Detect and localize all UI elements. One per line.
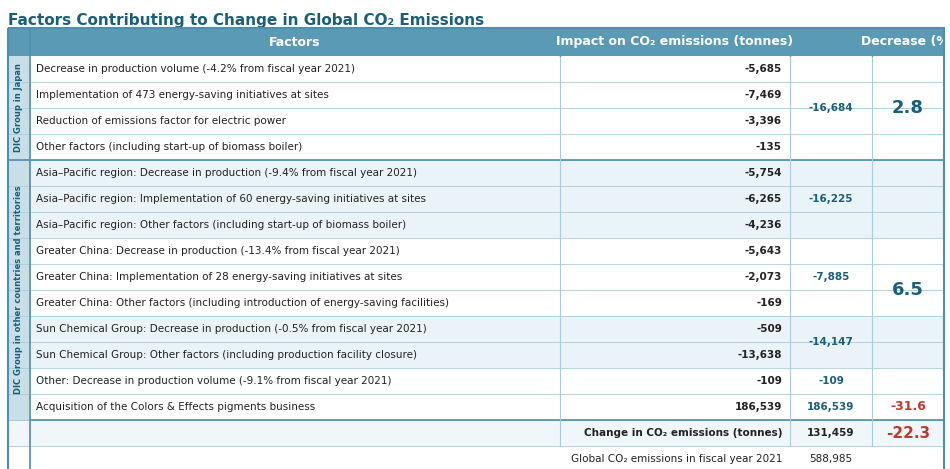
Text: -509: -509 [756, 324, 782, 334]
Text: -3,396: -3,396 [745, 116, 782, 126]
Text: -7,885: -7,885 [812, 272, 849, 282]
Text: -109: -109 [818, 376, 844, 386]
Text: Other factors (including start-up of biomass boiler): Other factors (including start-up of bio… [36, 142, 302, 152]
Bar [30, 394, 944, 420]
Text: -169: -169 [756, 298, 782, 308]
Bar [30, 212, 944, 238]
Text: DIC Group in other countries and territories: DIC Group in other countries and territo… [14, 186, 24, 394]
Text: 186,539: 186,539 [734, 402, 782, 412]
Bar [30, 238, 944, 264]
Bar [30, 108, 944, 134]
Text: 6.5: 6.5 [892, 281, 924, 299]
Text: Other: Decrease in production volume (-9.1% from fiscal year 2021): Other: Decrease in production volume (-9… [36, 376, 391, 386]
Text: Greater China: Decrease in production (-13.4% from fiscal year 2021): Greater China: Decrease in production (-… [36, 246, 400, 256]
Text: Decrease in production volume (-4.2% from fiscal year 2021): Decrease in production volume (-4.2% fro… [36, 64, 355, 74]
Text: Sun Chemical Group: Decrease in production (-0.5% from fiscal year 2021): Sun Chemical Group: Decrease in producti… [36, 324, 427, 334]
Bar [30, 264, 944, 290]
Text: -109: -109 [756, 376, 782, 386]
Text: Decrease (%): Decrease (%) [861, 36, 950, 48]
Text: Acquisition of the Colors & Effects pigments business: Acquisition of the Colors & Effects pigm… [36, 402, 315, 412]
Text: DIC Group in Japan: DIC Group in Japan [14, 64, 24, 152]
Text: Global CO₂ emissions in fiscal year 2021: Global CO₂ emissions in fiscal year 2021 [571, 454, 782, 464]
Text: -5,685: -5,685 [745, 64, 782, 74]
Bar [30, 160, 944, 186]
Text: -135: -135 [756, 142, 782, 152]
Text: -22.3: -22.3 [886, 425, 930, 440]
Bar [30, 134, 944, 160]
Bar [30, 290, 944, 316]
Text: -6,265: -6,265 [745, 194, 782, 204]
Bar [8, 160, 30, 420]
Text: 2.8: 2.8 [892, 99, 924, 117]
Text: -5,754: -5,754 [745, 168, 782, 178]
Bar [30, 368, 944, 394]
Text: -16,684: -16,684 [808, 103, 853, 113]
Text: -31.6: -31.6 [890, 401, 926, 414]
Text: -13,638: -13,638 [737, 350, 782, 360]
Bar [30, 82, 944, 108]
Text: Greater China: Other factors (including introduction of energy-saving facilities: Greater China: Other factors (including … [36, 298, 449, 308]
Text: -5,643: -5,643 [745, 246, 782, 256]
Bar [30, 186, 944, 212]
Bar [8, 56, 30, 160]
Text: Asia–Pacific region: Other factors (including start-up of biomass boiler): Asia–Pacific region: Other factors (incl… [36, 220, 407, 230]
Text: -7,469: -7,469 [745, 90, 782, 100]
Bar [30, 56, 944, 82]
Text: Sun Chemical Group: Other factors (including production facility closure): Sun Chemical Group: Other factors (inclu… [36, 350, 417, 360]
Text: Implementation of 473 energy-saving initiatives at sites: Implementation of 473 energy-saving init… [36, 90, 329, 100]
Bar [8, 420, 944, 446]
Text: 186,539: 186,539 [808, 402, 855, 412]
Text: Impact on CO₂ emissions (tonnes): Impact on CO₂ emissions (tonnes) [557, 36, 793, 48]
Bar [8, 28, 944, 56]
Text: -16,225: -16,225 [808, 194, 853, 204]
Text: 588,985: 588,985 [809, 454, 852, 464]
Text: -4,236: -4,236 [745, 220, 782, 230]
Text: Asia–Pacific region: Implementation of 60 energy-saving initiatives at sites: Asia–Pacific region: Implementation of 6… [36, 194, 426, 204]
Text: Factors: Factors [269, 36, 321, 48]
Text: -14,147: -14,147 [808, 337, 853, 347]
Text: -2,073: -2,073 [745, 272, 782, 282]
Text: Greater China: Implementation of 28 energy-saving initiatives at sites: Greater China: Implementation of 28 ener… [36, 272, 402, 282]
Text: Asia–Pacific region: Decrease in production (-9.4% from fiscal year 2021): Asia–Pacific region: Decrease in product… [36, 168, 417, 178]
Bar [8, 446, 944, 469]
Text: Change in CO₂ emissions (tonnes): Change in CO₂ emissions (tonnes) [583, 428, 782, 438]
Text: 131,459: 131,459 [808, 428, 855, 438]
Text: Reduction of emissions factor for electric power: Reduction of emissions factor for electr… [36, 116, 286, 126]
Bar [30, 342, 944, 368]
Text: Factors Contributing to Change in Global CO₂ Emissions: Factors Contributing to Change in Global… [8, 13, 484, 28]
Bar [30, 316, 944, 342]
